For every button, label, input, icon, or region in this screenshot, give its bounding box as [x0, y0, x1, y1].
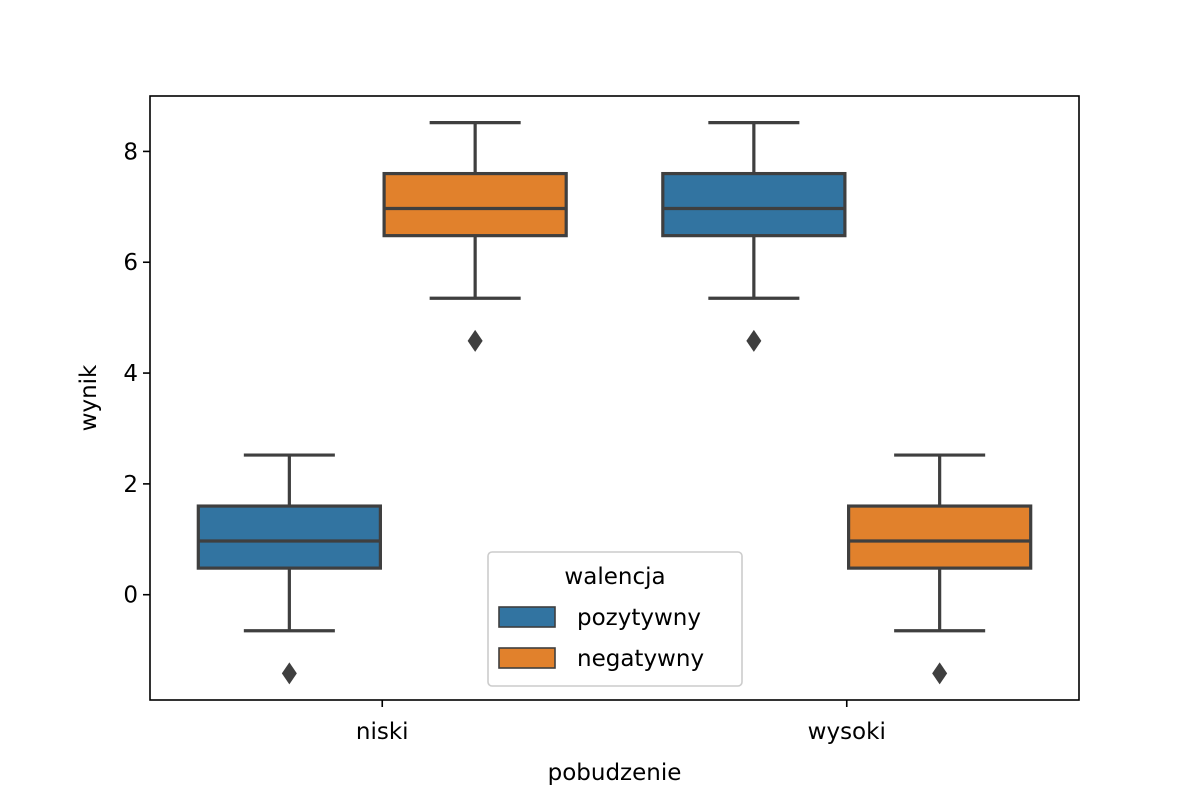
box-negatywny-wysoki: [847, 453, 1033, 685]
iqr-box: [847, 504, 1033, 570]
box-pozytywny-niski: [196, 453, 382, 685]
y-tick-label: 4: [123, 361, 138, 387]
x-axis-label: pobudzenie: [548, 760, 682, 786]
legend-swatch-pozytywny: [498, 606, 556, 628]
legend-label-negatywny: negatywny: [577, 646, 704, 672]
outlier-point: [281, 662, 297, 685]
x-tick-label: wysoki: [808, 719, 886, 745]
box-negatywny-niski: [382, 120, 568, 352]
y-tick-label: 8: [123, 139, 138, 165]
iqr-box: [661, 171, 847, 238]
legend-swatch-negatywny: [498, 647, 556, 669]
y-axis-label: wynik: [76, 364, 102, 431]
iqr-box: [382, 171, 568, 238]
outlier-point: [932, 662, 948, 685]
legend: walencja pozytywny negatywny: [487, 551, 743, 687]
y-tick-label: 6: [123, 250, 138, 276]
plot-area: [196, 120, 1033, 685]
iqr-box: [196, 504, 382, 570]
box-pozytywny-wysoki: [661, 120, 847, 352]
outlier-point: [746, 329, 762, 352]
x-tick-label: niski: [356, 719, 409, 745]
y-tick-label: 0: [123, 583, 138, 609]
y-tick-label: 2: [123, 472, 138, 498]
plot-frame: [149, 95, 1080, 701]
legend-label-pozytywny: pozytywny: [577, 605, 701, 631]
axes: 0 2 4 6 8 niski wysoki: [123, 139, 885, 745]
outlier-point: [467, 329, 483, 352]
legend-title: walencja: [564, 564, 665, 590]
